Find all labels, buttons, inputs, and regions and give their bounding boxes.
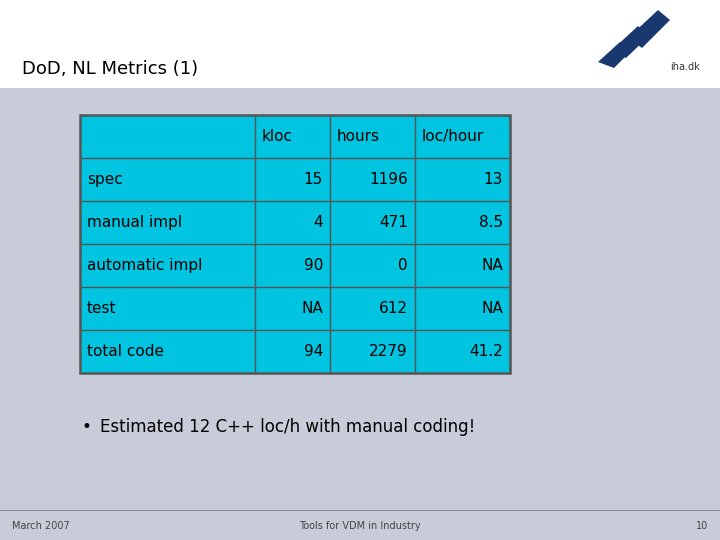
Text: automatic impl: automatic impl xyxy=(87,258,202,273)
Text: NA: NA xyxy=(301,301,323,316)
Text: 8.5: 8.5 xyxy=(479,215,503,230)
Text: 15: 15 xyxy=(304,172,323,187)
Polygon shape xyxy=(628,10,670,48)
Text: 13: 13 xyxy=(484,172,503,187)
Text: March 2007: March 2007 xyxy=(12,521,70,531)
Text: 0: 0 xyxy=(398,258,408,273)
Text: spec: spec xyxy=(87,172,122,187)
Text: 1196: 1196 xyxy=(369,172,408,187)
Bar xyxy=(0,88,720,540)
Text: 10: 10 xyxy=(696,521,708,531)
Text: DoD, NL Metrics (1): DoD, NL Metrics (1) xyxy=(22,60,198,78)
Text: test: test xyxy=(87,301,117,316)
Text: 94: 94 xyxy=(304,344,323,359)
Text: 2279: 2279 xyxy=(369,344,408,359)
Text: 41.2: 41.2 xyxy=(469,344,503,359)
Text: •: • xyxy=(82,418,92,436)
Text: Estimated 12 C++ loc/h with manual coding!: Estimated 12 C++ loc/h with manual codin… xyxy=(100,418,475,436)
Polygon shape xyxy=(598,42,632,68)
Text: loc/hour: loc/hour xyxy=(422,129,485,144)
Text: 4: 4 xyxy=(313,215,323,230)
Bar xyxy=(80,115,510,373)
Bar xyxy=(80,115,510,373)
Text: manual impl: manual impl xyxy=(87,215,182,230)
Polygon shape xyxy=(612,26,650,58)
Text: NA: NA xyxy=(481,301,503,316)
Text: NA: NA xyxy=(481,258,503,273)
Text: hours: hours xyxy=(337,129,380,144)
Text: iha.dk: iha.dk xyxy=(670,62,700,72)
Text: total code: total code xyxy=(87,344,164,359)
Text: 90: 90 xyxy=(304,258,323,273)
Text: 612: 612 xyxy=(379,301,408,316)
Text: kloc: kloc xyxy=(262,129,293,144)
Text: Tools for VDM in Industry: Tools for VDM in Industry xyxy=(300,521,420,531)
Text: 471: 471 xyxy=(379,215,408,230)
